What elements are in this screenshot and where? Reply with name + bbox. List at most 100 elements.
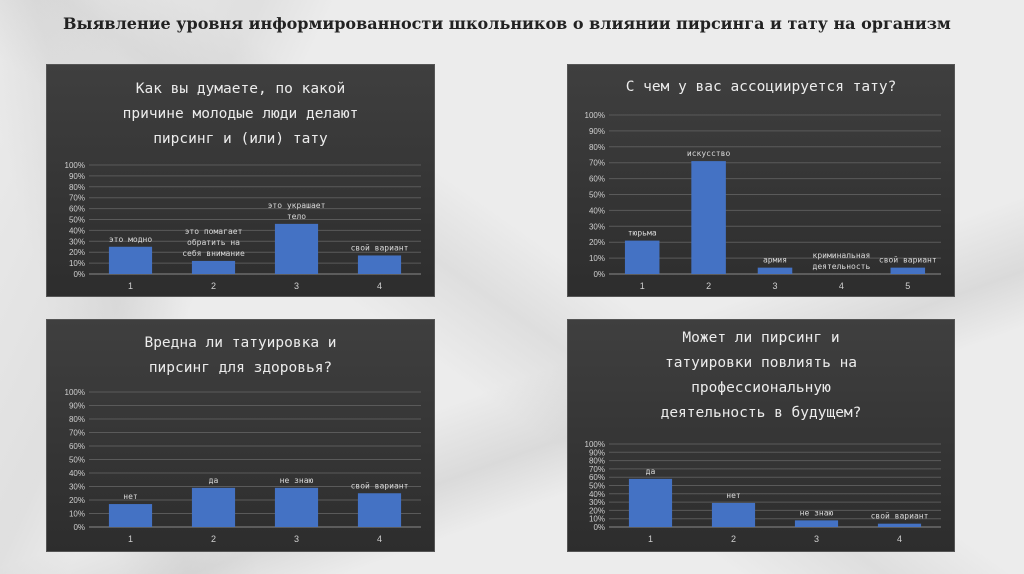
bar-chart: 0% 10% 20% 30% 40%50% 60% 70% 80% 90% 100% 1 это мо… xyxy=(65,161,421,291)
data-label: свой вариант xyxy=(871,512,929,521)
data-label: да xyxy=(209,476,219,485)
chart-panel-career: Может ли пирсинг и татуировки повлиять на… xyxy=(567,319,955,552)
bar xyxy=(274,223,319,274)
data-label: обратить на xyxy=(187,237,240,247)
y-tick-label: 20% xyxy=(69,496,85,505)
y-tick-label: 10% xyxy=(69,259,85,268)
y-tick-label: 40% xyxy=(69,226,85,235)
data-label: армия xyxy=(763,256,787,265)
chart-title: С чем у вас ассоциируется тату? xyxy=(568,75,954,100)
chart-title-line: причине молодые люди делают xyxy=(122,106,359,122)
bar xyxy=(357,493,402,527)
y-tick-label: 60% xyxy=(589,473,605,482)
bar-chart: 0%10%20%30%40%50%60%70%80%90%100% 1 да 2 нет… xyxy=(585,440,941,544)
chart-title-line: пирсинг и (или) тату xyxy=(153,131,328,147)
chart-panel-reasons: Как вы думаете, по какой причине молодые … xyxy=(46,64,435,297)
bar xyxy=(628,478,673,527)
bar xyxy=(890,267,926,274)
y-tick-label: 90% xyxy=(69,172,85,181)
y-tick-label: 60% xyxy=(69,205,85,214)
bar xyxy=(757,267,793,274)
bar-chart: 0% 10% 20% 30% 40% 50% 60% 70% 80% 90% 100% 1 тюрьма… xyxy=(585,111,941,291)
y-tick-label: 0% xyxy=(593,523,605,532)
y-tick-label: 10% xyxy=(589,254,605,263)
chart-title-line: профессиональную xyxy=(691,380,831,396)
chart-title-line: Вредна ли татуировка и xyxy=(144,335,337,351)
y-tick-label: 100% xyxy=(65,388,85,397)
data-label: себя внимание xyxy=(182,248,245,258)
y-tick-label: 30% xyxy=(589,498,605,507)
bar xyxy=(794,520,839,527)
data-label: это украшает xyxy=(268,201,326,210)
y-tick-label: 70% xyxy=(589,465,605,474)
y-tick-label: 50% xyxy=(69,456,85,465)
x-tick-label: 1 xyxy=(648,534,653,544)
bar xyxy=(357,255,402,274)
chart-title-line: Как вы думаете, по какой xyxy=(135,81,346,97)
y-tick-label: 80% xyxy=(69,415,85,424)
page-title: Выявление уровня информированности школь… xyxy=(63,14,951,33)
y-tick-label: 40% xyxy=(589,490,605,499)
x-tick-label: 1 xyxy=(128,281,133,291)
bar xyxy=(191,487,236,527)
data-label: нет xyxy=(123,492,138,501)
bar xyxy=(877,523,922,527)
data-label: тюрьма xyxy=(628,229,657,238)
chart-title-line: пирсинг для здоровья? xyxy=(148,360,333,376)
y-tick-label: 40% xyxy=(589,206,605,215)
bar xyxy=(274,487,319,527)
y-tick-label: 50% xyxy=(69,216,85,225)
data-label: не знаю xyxy=(800,508,834,517)
y-tick-label: 10% xyxy=(69,510,85,519)
y-tick-label: 70% xyxy=(69,194,85,203)
y-tick-label: 100% xyxy=(585,111,605,120)
y-tick-label: 20% xyxy=(69,248,85,257)
y-tick-label: 20% xyxy=(589,506,605,515)
x-tick-label: 3 xyxy=(294,281,299,291)
y-tick-label: 10% xyxy=(589,515,605,524)
y-tick-label: 30% xyxy=(69,483,85,492)
x-tick-label: 1 xyxy=(128,534,133,544)
chart-title-line: Может ли пирсинг и xyxy=(682,330,840,346)
x-tick-label: 2 xyxy=(211,534,216,544)
y-tick-label: 90% xyxy=(69,402,85,411)
chart-panel-health: Вредна ли татуировка и пирсинг для здоров… xyxy=(46,319,435,552)
chart-title: Вредна ли татуировка и пирсинг для здоров… xyxy=(47,331,434,381)
data-label: это модно xyxy=(109,235,153,244)
y-tick-label: 100% xyxy=(65,161,85,170)
y-tick-label: 80% xyxy=(589,143,605,152)
data-label: криминальная xyxy=(813,251,871,260)
data-label: не знаю xyxy=(280,476,314,485)
x-tick-label: 5 xyxy=(905,281,910,291)
data-label: тело xyxy=(287,212,306,221)
data-label: деятельность xyxy=(813,262,871,271)
y-tick-label: 90% xyxy=(589,127,605,136)
x-tick-label: 3 xyxy=(772,281,777,291)
bar xyxy=(624,240,660,274)
x-tick-label: 2 xyxy=(706,281,711,291)
bar xyxy=(691,161,726,274)
y-tick-label: 70% xyxy=(589,159,605,168)
bar xyxy=(711,502,756,527)
bar xyxy=(108,246,153,274)
y-tick-label: 0% xyxy=(593,270,605,279)
y-tick-label: 40% xyxy=(69,469,85,478)
data-label: это помагает xyxy=(185,227,243,236)
data-label: свой вариант xyxy=(879,256,937,265)
data-label: да xyxy=(646,467,656,476)
data-label: свой вариант xyxy=(351,243,409,252)
x-tick-label: 4 xyxy=(377,534,382,544)
y-tick-label: 0% xyxy=(73,270,85,279)
y-tick-label: 30% xyxy=(589,222,605,231)
x-tick-label: 1 xyxy=(640,281,645,291)
y-tick-label: 60% xyxy=(69,442,85,451)
chart-title: Может ли пирсинг и татуировки повлиять на… xyxy=(568,326,954,426)
y-tick-label: 50% xyxy=(589,482,605,491)
y-tick-label: 0% xyxy=(73,523,85,532)
data-label: свой вариант xyxy=(351,481,409,490)
data-label: нет xyxy=(726,491,741,500)
chart-title-line: С чем у вас ассоциируется тату? xyxy=(625,79,897,95)
x-tick-label: 2 xyxy=(211,281,216,291)
data-label: искусство xyxy=(687,149,731,158)
x-tick-label: 3 xyxy=(294,534,299,544)
